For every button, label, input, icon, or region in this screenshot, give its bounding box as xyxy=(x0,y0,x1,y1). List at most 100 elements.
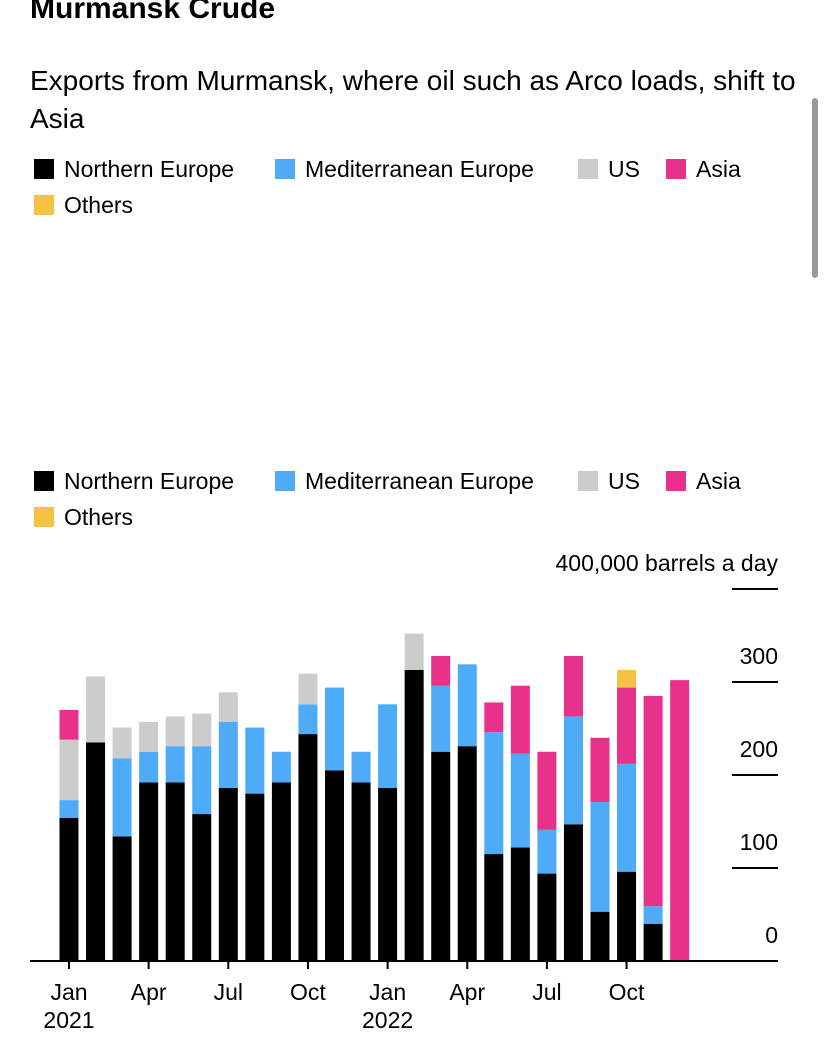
bar-segment xyxy=(431,605,450,616)
bar-segment xyxy=(457,746,477,961)
x-tick-label: Jan xyxy=(369,979,406,1005)
bar-segment xyxy=(563,824,583,961)
y-tick-label: 100 xyxy=(740,597,778,623)
chart-title: Murmansk Crude xyxy=(30,0,276,25)
x-tick-label: Jan xyxy=(369,669,406,695)
bar-segment xyxy=(563,716,583,825)
bar-segment xyxy=(113,630,132,651)
legend-label: Northern Europe xyxy=(64,468,234,494)
bar-segment xyxy=(644,607,663,642)
bar-segment xyxy=(378,622,397,651)
bar-segment xyxy=(352,616,371,621)
bar-segment xyxy=(139,611,158,616)
chart-subtitle: Exports from Murmansk, where oil such as… xyxy=(30,65,796,134)
x-tick-label: Jul xyxy=(532,979,561,1005)
bar-segment xyxy=(643,695,663,907)
bar-segment xyxy=(219,611,238,622)
bar-segment xyxy=(298,673,318,705)
x-tick-label: Apr xyxy=(449,979,485,1005)
bar-segment xyxy=(537,629,556,636)
bar-segment xyxy=(484,732,504,855)
scrollbar[interactable] xyxy=(812,98,818,278)
bar-segment xyxy=(86,742,106,961)
bar-segment xyxy=(298,613,317,651)
legend-label: Others xyxy=(64,504,133,530)
bar-segment xyxy=(325,687,344,771)
legend-swatch xyxy=(578,159,598,179)
x-tick-label: Oct xyxy=(609,979,645,1005)
bar-segment xyxy=(271,751,291,783)
bar-segment xyxy=(404,633,424,670)
bar-segment xyxy=(352,621,371,651)
bar-segment xyxy=(272,616,291,621)
bar-segment xyxy=(617,669,637,688)
bar-segment xyxy=(351,782,371,961)
bar-segment xyxy=(86,615,105,651)
bar-segment xyxy=(617,687,637,764)
bar-segment xyxy=(378,704,398,789)
legend-label: Mediterranean Europe xyxy=(305,156,534,182)
x-tick-label: Apr xyxy=(131,979,167,1005)
bar-segment xyxy=(590,737,610,802)
bar-segment xyxy=(484,633,503,651)
bar-segment xyxy=(60,609,79,614)
bar-segment xyxy=(325,619,344,651)
bar-segment xyxy=(537,829,557,874)
bar-segment xyxy=(60,624,79,627)
bar-segment xyxy=(165,782,185,961)
bar-segment xyxy=(457,664,477,747)
legend-swatch xyxy=(275,159,295,179)
bar-segment xyxy=(272,621,291,651)
bar-segment xyxy=(404,669,424,961)
x-tick-label: Jul xyxy=(214,669,243,695)
bar-segment xyxy=(60,614,79,624)
bar-segment xyxy=(219,622,238,651)
y-tick-label: 300 xyxy=(740,643,778,669)
x-tick-label: Apr xyxy=(131,669,167,695)
bar-segment xyxy=(643,923,663,961)
bar-segment xyxy=(591,643,610,651)
bar-segment xyxy=(113,612,132,617)
bar-segment xyxy=(218,721,238,789)
x-tick-label: Jul xyxy=(214,979,243,1005)
bar-segment xyxy=(670,604,689,651)
legend-swatch xyxy=(666,471,686,491)
bar-segment xyxy=(245,793,265,961)
bar-segment xyxy=(325,770,344,961)
x-tick-year: 2021 xyxy=(43,1007,94,1033)
legend-label: Asia xyxy=(696,156,741,182)
bar-segment xyxy=(139,751,159,783)
legend-swatch xyxy=(34,159,54,179)
bar-segment xyxy=(139,616,158,621)
legend-swatch xyxy=(34,195,54,215)
bar-segment xyxy=(165,746,185,783)
bar-segment xyxy=(431,751,451,961)
chart-copy: Northern Europe Mediterranean Europe US Asi… xyxy=(30,468,778,1033)
bar-segment xyxy=(112,727,132,759)
x-tick-label: Jul xyxy=(532,669,561,695)
bar-segment xyxy=(564,628,583,651)
bar-segment xyxy=(192,713,212,747)
legend-label: Northern Europe xyxy=(64,156,234,182)
bar-segment xyxy=(59,817,79,961)
bar-segment xyxy=(617,602,636,605)
bar-segment xyxy=(431,685,451,752)
bar-segment xyxy=(245,612,264,623)
bar-segment xyxy=(405,596,424,602)
bar-segment xyxy=(139,621,158,651)
bar-segment xyxy=(644,642,663,645)
x-tick-year: 2022 xyxy=(362,1007,413,1033)
bar-segment xyxy=(511,632,530,651)
bar-segment xyxy=(643,906,663,924)
bar-segment xyxy=(670,680,690,961)
bar-segment xyxy=(245,727,265,794)
bar-segment xyxy=(192,746,212,815)
bar-segment xyxy=(510,685,530,754)
bar-segment xyxy=(298,608,317,613)
bar-segment xyxy=(86,604,105,615)
bar-segment xyxy=(166,615,185,621)
bar-segment xyxy=(564,600,583,610)
bar-segment xyxy=(218,788,238,961)
legend-label: Mediterranean Europe xyxy=(305,468,534,494)
